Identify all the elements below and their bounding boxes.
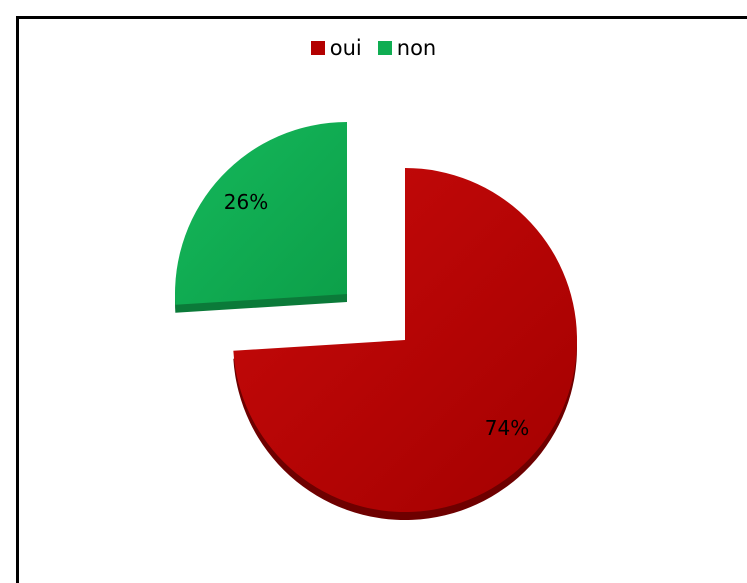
- legend-label-non: non: [396, 36, 437, 60]
- legend: oui non: [0, 36, 747, 60]
- legend-swatch-non: [377, 41, 392, 55]
- legend-item-non: non: [377, 36, 437, 60]
- pie-slice-non: [174, 122, 347, 305]
- legend-swatch-oui: [310, 41, 325, 55]
- data-label-non: 26%: [224, 190, 268, 214]
- legend-item-oui: oui: [310, 36, 362, 60]
- legend-label-oui: oui: [329, 36, 362, 60]
- data-label-oui: 74%: [485, 416, 529, 440]
- pie-slice-oui: [233, 168, 577, 512]
